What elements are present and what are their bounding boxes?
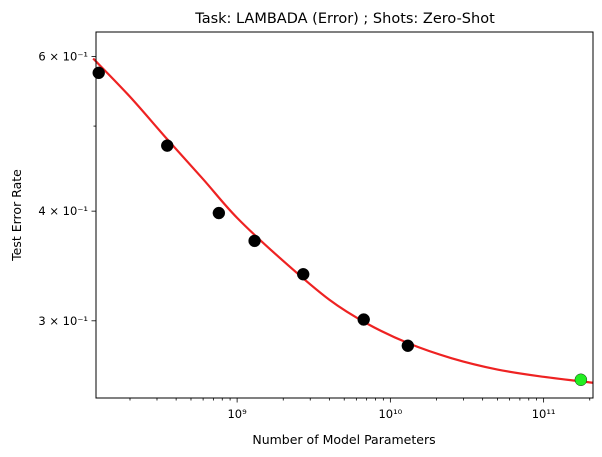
x-tick-label: 10¹⁰ — [378, 407, 402, 421]
y-tick-label: 6 × 10⁻¹ — [38, 50, 88, 64]
x-tick-label: 10¹¹ — [532, 407, 556, 421]
highlighted-data-point — [574, 373, 588, 386]
chart-title: Task: LAMBADA (Error) ; Shots: Zero-Shot — [194, 11, 495, 27]
ticks-layer: 10⁹ 10¹⁰ 10¹¹ 3 × 10⁻¹ 4 × 10⁻¹ 6 × 10⁻¹ — [38, 50, 591, 421]
y-tick-label: 4 × 10⁻¹ — [38, 204, 88, 218]
data-point — [248, 234, 261, 248]
x-tick-label: 10⁹ — [227, 407, 247, 421]
data-point — [357, 313, 370, 326]
x-axis-label: Number of Model Parameters — [252, 432, 435, 447]
data-point — [161, 139, 174, 152]
data-point — [297, 268, 310, 281]
plot-area — [96, 32, 593, 398]
data-point — [92, 66, 105, 80]
data-point — [401, 339, 415, 352]
data-point — [212, 206, 226, 220]
plot-background — [96, 32, 593, 398]
plot-frame — [95, 31, 594, 399]
y-axis-label: Test Error Rate — [9, 169, 24, 262]
fit-curve-layer — [92, 57, 594, 384]
fit-curve — [92, 57, 594, 384]
y-tick-label: 3 × 10⁻¹ — [38, 314, 88, 328]
